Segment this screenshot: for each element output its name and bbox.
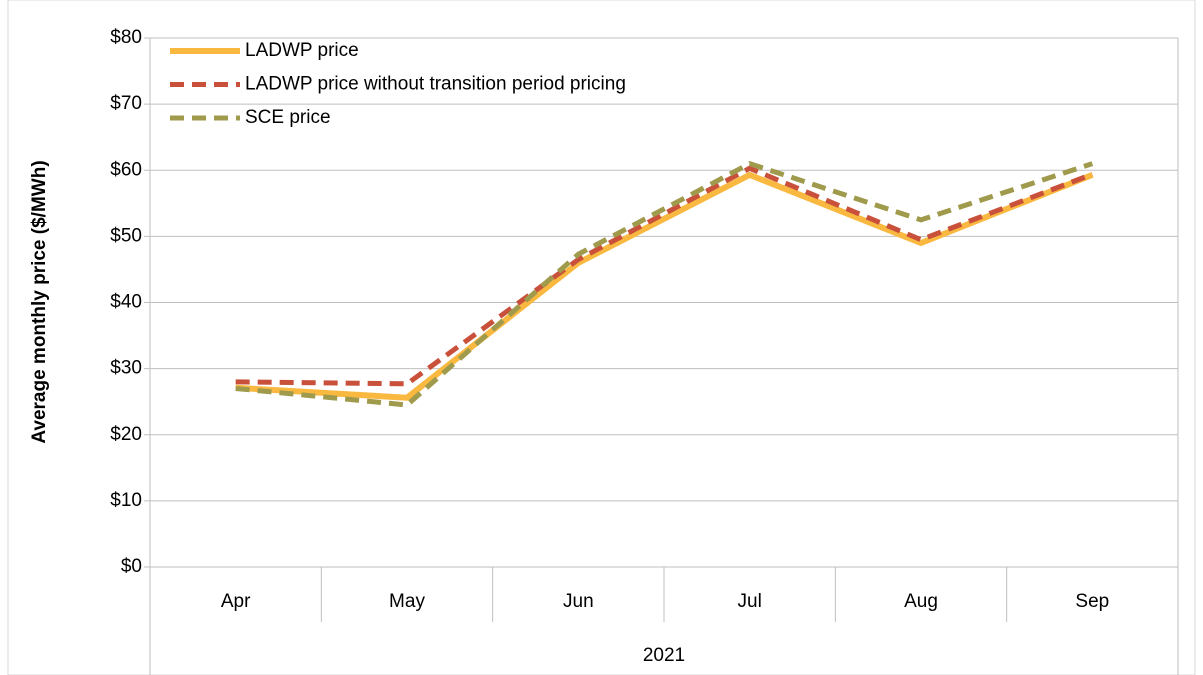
chart-frame xyxy=(7,0,1196,675)
y-axis-label: Average monthly price ($/MWh) xyxy=(29,160,50,443)
y-tick-label: $70 xyxy=(110,93,142,114)
x-tick-label: Apr xyxy=(221,591,251,612)
y-tick-label: $0 xyxy=(121,556,142,577)
category-group-label: 2021 xyxy=(643,645,685,666)
series-line xyxy=(235,161,1094,408)
legend-label: LADWP price xyxy=(245,40,359,61)
legend-label: LADWP price without transition period pr… xyxy=(245,74,626,95)
series-line xyxy=(235,171,1094,401)
y-tick-label: $60 xyxy=(110,159,142,180)
x-tick-label: Sep xyxy=(1075,591,1109,612)
y-tick-label: $10 xyxy=(110,490,142,511)
y-tick-label: $80 xyxy=(110,27,142,48)
x-tick-label: Aug xyxy=(904,591,938,612)
y-tick-label: $40 xyxy=(110,292,142,313)
x-tick-label: May xyxy=(389,591,425,612)
x-tick-label: Jul xyxy=(738,591,762,612)
legend-label: SCE price xyxy=(245,107,331,128)
y-tick-label: $20 xyxy=(110,424,142,445)
series-line xyxy=(235,165,1094,387)
x-tick-label: Jun xyxy=(563,591,594,612)
y-tick-label: $50 xyxy=(110,225,142,246)
y-tick-label: $30 xyxy=(110,358,142,379)
